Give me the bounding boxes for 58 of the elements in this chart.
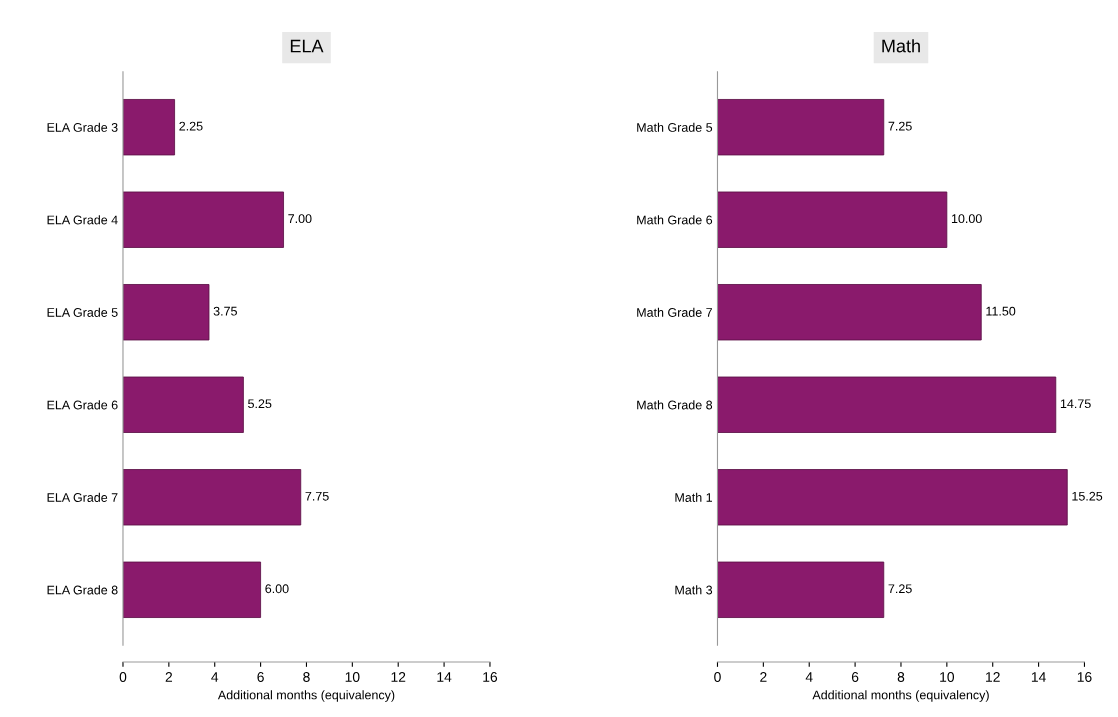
data-label: 7.00 [288, 214, 312, 224]
bar [122, 469, 302, 526]
x-tick-label: 14 [1031, 672, 1046, 682]
x-tick-label: 6 [851, 672, 859, 682]
x-tick-label: 12 [986, 672, 1000, 682]
y-tick-label: ELA Grade 5 [47, 307, 118, 317]
bar [122, 99, 176, 156]
y-tick-label: Math 3 [675, 585, 713, 595]
y-tick-label: ELA Grade 7 [47, 492, 118, 502]
bar [717, 469, 1068, 526]
y-tick-label: Math Grade 8 [637, 400, 713, 410]
data-label: 7.75 [305, 491, 329, 501]
x-tick-label: 14 [437, 672, 452, 682]
y-tick-label: Math Grade 7 [637, 307, 712, 317]
bar [717, 561, 885, 618]
chart-title: ELA [290, 39, 324, 53]
y-tick-label: ELA Grade 4 [47, 215, 118, 225]
data-label: 7.25 [888, 584, 912, 594]
y-tick-label: ELA Grade 8 [47, 585, 118, 595]
data-label: 6.00 [265, 584, 289, 594]
y-tick-label: ELA Grade 6 [47, 400, 118, 410]
data-label: 14.75 [1060, 399, 1091, 409]
x-tick-label: 10 [345, 672, 360, 682]
data-label: 5.25 [248, 399, 272, 409]
data-label: 15.25 [1072, 491, 1103, 501]
y-tick-label: ELA Grade 3 [47, 122, 118, 132]
bar [122, 561, 262, 618]
bar [717, 99, 885, 156]
data-label: 7.25 [888, 121, 912, 131]
data-label: 11.50 [986, 306, 1016, 316]
chart-title: Math [882, 39, 920, 53]
x-axis-title: Additional months (equivalency) [217, 690, 395, 702]
bar [122, 284, 210, 341]
bar [717, 284, 982, 341]
x-tick-label: 16 [483, 672, 498, 682]
x-tick-label: 2 [760, 672, 767, 682]
x-tick-label: 0 [714, 672, 721, 682]
x-tick-label: 10 [940, 672, 955, 682]
x-tick-label: 4 [211, 672, 219, 682]
data-label: 2.25 [179, 121, 203, 131]
x-axis-title: Additional months (equivalency) [812, 690, 989, 702]
y-tick-label: Math Grade 5 [637, 122, 713, 132]
data-label: 3.75 [213, 306, 237, 316]
bar [717, 191, 948, 248]
x-tick-label: 16 [1077, 672, 1092, 682]
x-tick-label: 2 [165, 672, 173, 682]
x-tick-label: 4 [805, 672, 813, 682]
bar [122, 191, 284, 248]
x-tick-label: 8 [897, 672, 905, 682]
x-tick-label: 0 [119, 672, 127, 682]
y-tick-label: Math Grade 6 [637, 215, 713, 225]
x-tick-label: 6 [257, 672, 264, 682]
x-tick-label: 12 [391, 672, 406, 682]
bar [122, 376, 244, 433]
y-tick-label: Math 1 [675, 492, 713, 502]
bar [717, 376, 1057, 433]
x-tick-label: 8 [303, 672, 310, 682]
data-label: 10.00 [951, 214, 982, 224]
